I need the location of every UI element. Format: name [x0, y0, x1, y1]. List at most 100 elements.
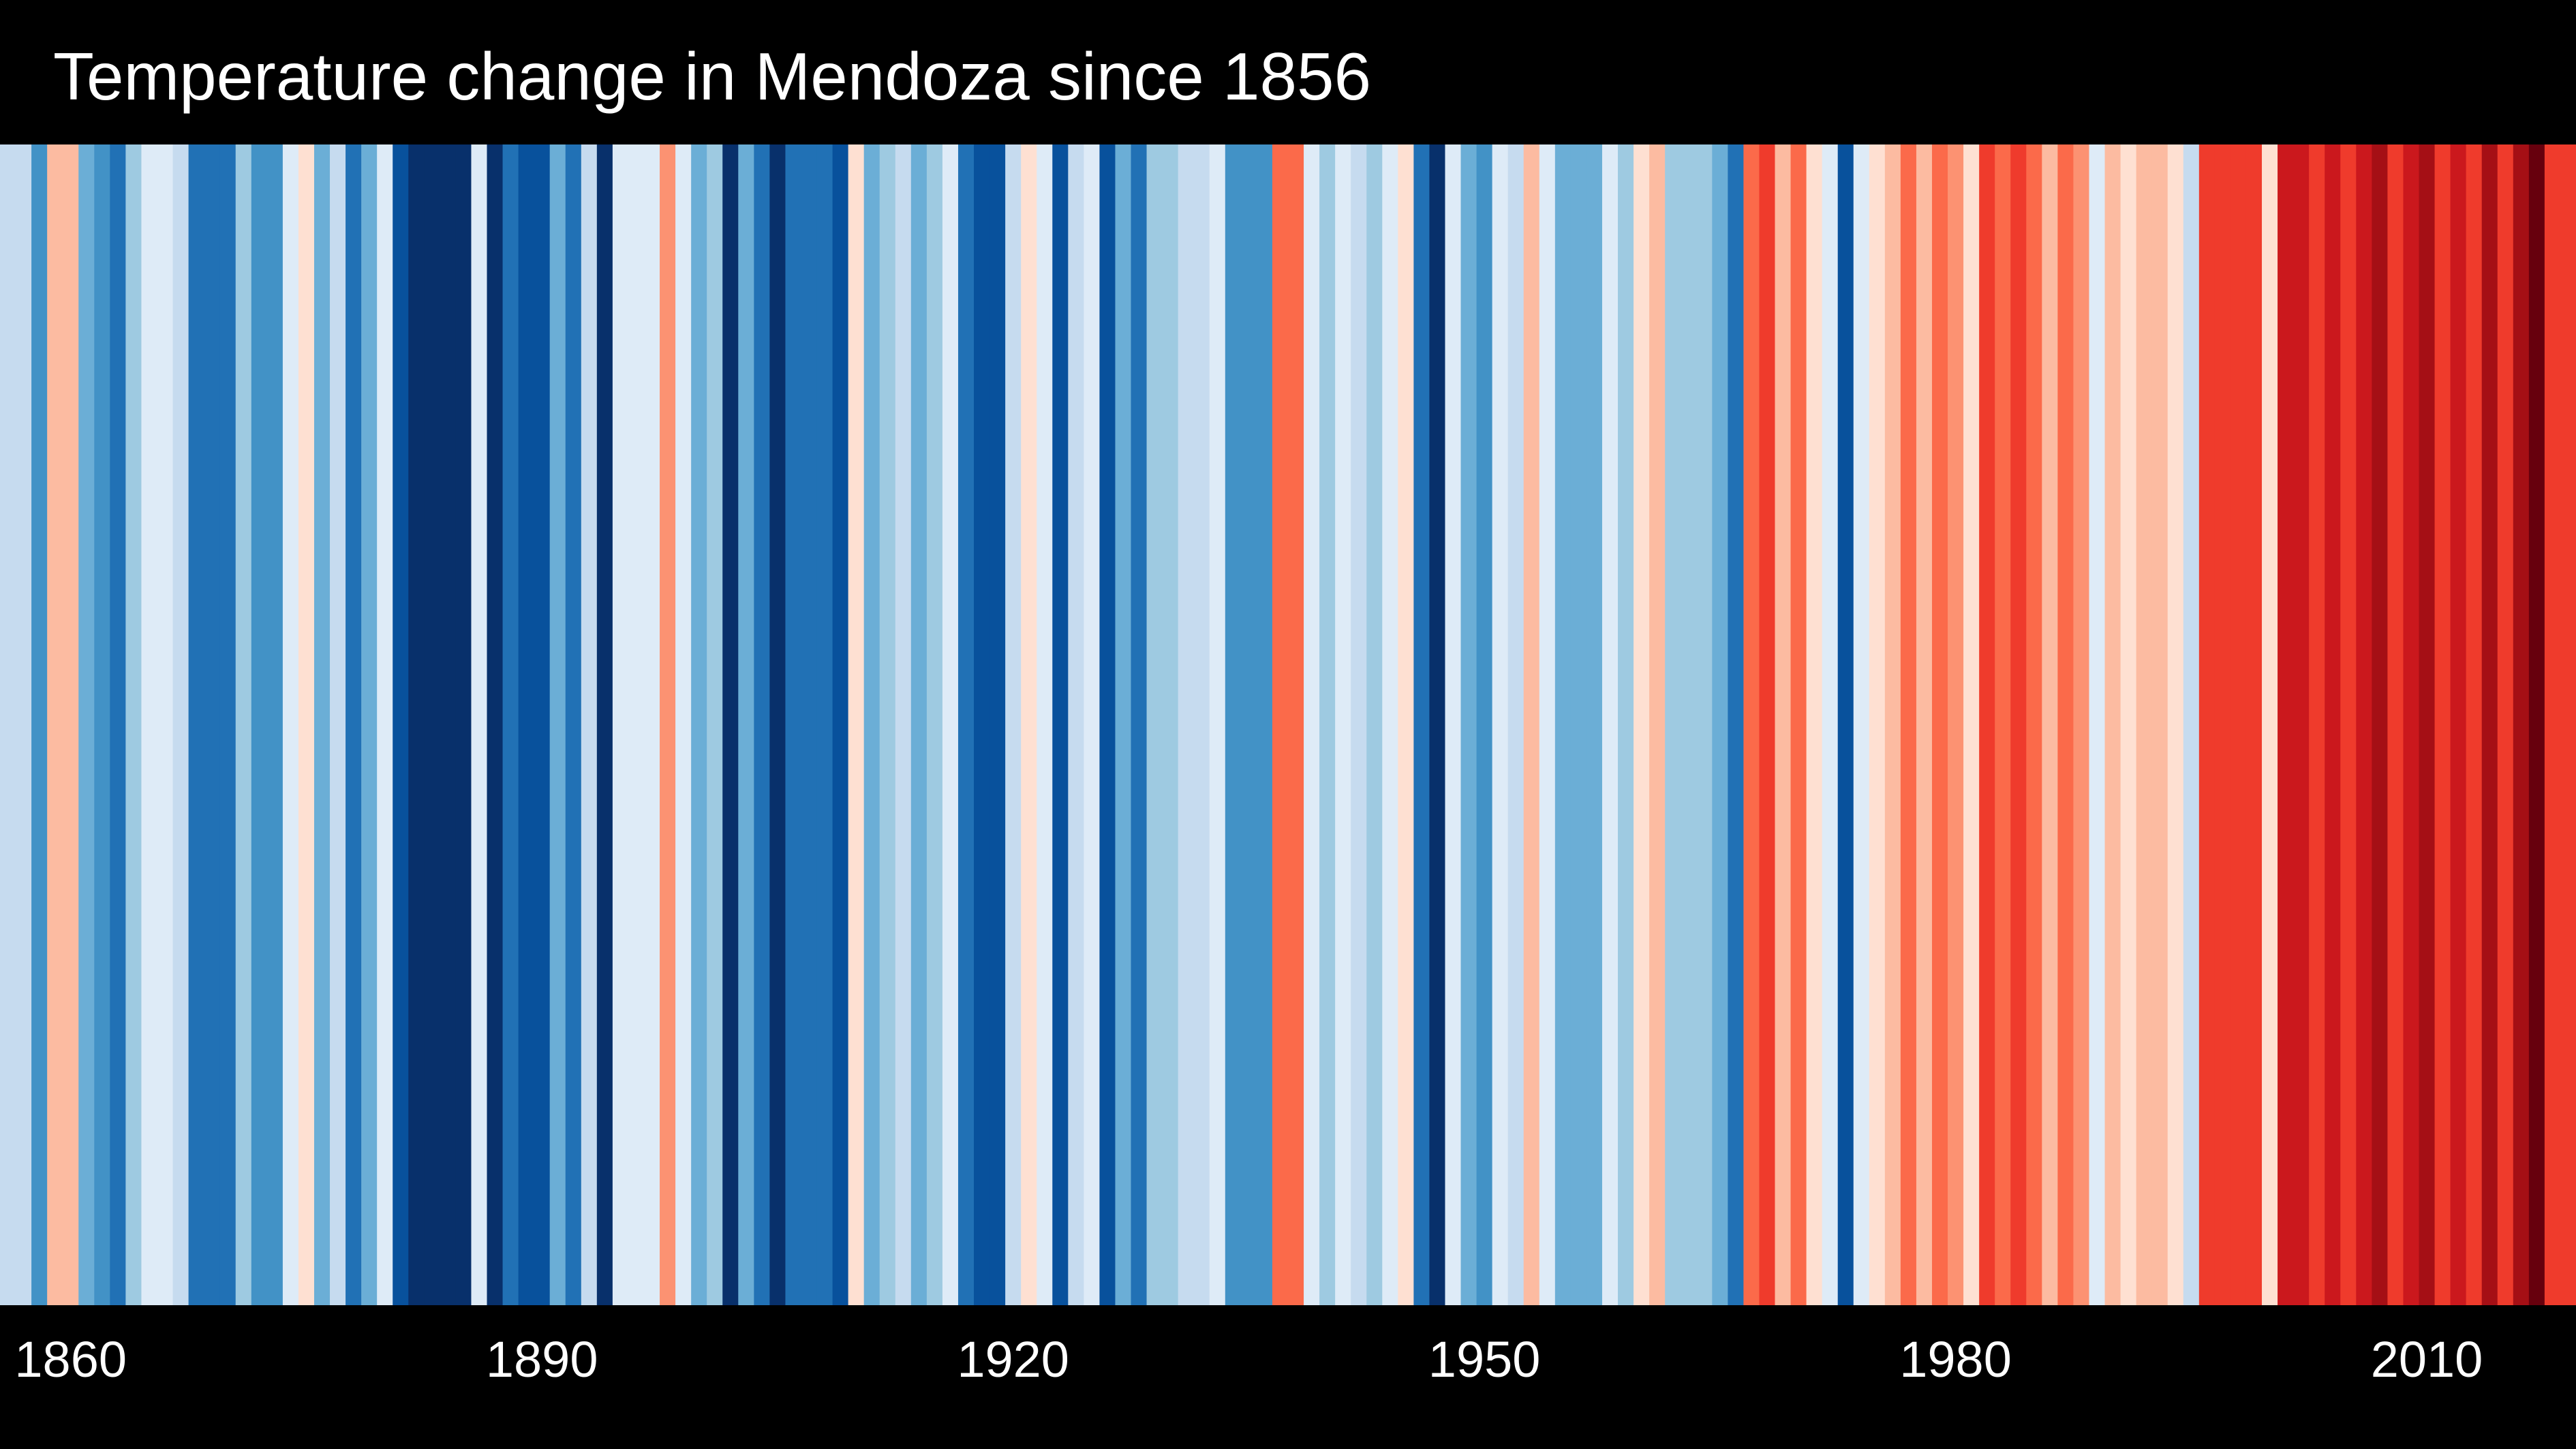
- stripe-1893: [581, 144, 598, 1305]
- stripe-1958: [1601, 144, 1619, 1305]
- stripe-1920: [1005, 144, 1022, 1305]
- stripe-1935: [1240, 144, 1257, 1305]
- stripe-1980: [1948, 144, 1964, 1305]
- stripe-1927: [1115, 144, 1132, 1305]
- stripe-2017: [2528, 144, 2545, 1305]
- chart-title: Temperature change in Mendoza since 1856: [53, 39, 1372, 114]
- stripe-1983: [1995, 144, 2011, 1305]
- stripe-1961: [1649, 144, 1666, 1305]
- stripe-1918: [974, 144, 990, 1305]
- x-tick-label: 1950: [1428, 1331, 1541, 1388]
- stripe-1923: [1052, 144, 1069, 1305]
- stripe-1950: [1476, 144, 1493, 1305]
- stripe-1989: [2089, 144, 2106, 1305]
- stripe-1941: [1335, 144, 1351, 1305]
- stripe-1967: [1743, 144, 1760, 1305]
- x-tick-label: 1890: [485, 1331, 598, 1388]
- stripe-1863: [110, 144, 126, 1305]
- stripe-2010: [2419, 144, 2436, 1305]
- stripe-1885: [455, 144, 472, 1305]
- stripe-1942: [1351, 144, 1367, 1305]
- stripe-1867: [172, 144, 189, 1305]
- stripe-1887: [487, 144, 504, 1305]
- stripe-1916: [942, 144, 959, 1305]
- stripe-1964: [1696, 144, 1713, 1305]
- stripe-1936: [1256, 144, 1273, 1305]
- stripe-2003: [2309, 144, 2325, 1305]
- stripe-1872: [251, 144, 268, 1305]
- stripe-1955: [1554, 144, 1571, 1305]
- x-tick-label: 1980: [1899, 1331, 2012, 1388]
- stripe-1949: [1460, 144, 1477, 1305]
- stripe-1891: [549, 144, 566, 1305]
- stripe-1898: [660, 144, 676, 1305]
- stripe-1985: [2026, 144, 2042, 1305]
- stripe-1962: [1665, 144, 1681, 1305]
- stripe-1968: [1759, 144, 1776, 1305]
- stripe-1970: [1790, 144, 1807, 1305]
- stripe-1937: [1272, 144, 1289, 1305]
- stripe-1946: [1413, 144, 1430, 1305]
- stripe-1951: [1492, 144, 1509, 1305]
- stripe-1977: [1900, 144, 1917, 1305]
- stripe-1911: [863, 144, 880, 1305]
- stripe-1917: [957, 144, 975, 1305]
- stripe-2005: [2340, 144, 2357, 1305]
- stripe-1921: [1021, 144, 1037, 1305]
- stripe-2015: [2497, 144, 2514, 1305]
- stripe-1998: [2230, 144, 2247, 1305]
- stripe-1991: [2120, 144, 2137, 1305]
- stripe-1857: [16, 144, 32, 1305]
- stripe-1873: [266, 144, 283, 1305]
- stripe-1884: [440, 144, 457, 1305]
- stripe-1906: [785, 144, 802, 1305]
- stripe-1925: [1084, 144, 1101, 1305]
- stripe-1929: [1146, 144, 1163, 1305]
- stripe-1909: [832, 144, 849, 1305]
- stripe-1973: [1837, 144, 1854, 1305]
- stripe-1908: [816, 144, 833, 1305]
- stripe-1987: [2057, 144, 2074, 1305]
- stripe-2018: [2544, 144, 2561, 1305]
- stripe-1880: [377, 144, 393, 1305]
- stripe-1956: [1570, 144, 1587, 1305]
- stripe-1905: [769, 144, 786, 1305]
- stripe-1984: [2010, 144, 2027, 1305]
- stripe-1883: [424, 144, 440, 1305]
- stripe-1868: [188, 144, 205, 1305]
- stripe-1945: [1398, 144, 1414, 1305]
- stripe-1939: [1304, 144, 1320, 1305]
- stripe-2012: [2450, 144, 2467, 1305]
- stripe-1919: [990, 144, 1006, 1305]
- stripe-1894: [596, 144, 613, 1305]
- stripe-2006: [2356, 144, 2372, 1305]
- stripe-1869: [204, 144, 221, 1305]
- stripe-1856: [0, 144, 16, 1305]
- stripe-1865: [141, 144, 158, 1305]
- stripe-2014: [2481, 144, 2498, 1305]
- stripe-1944: [1382, 144, 1398, 1305]
- stripe-1966: [1728, 144, 1745, 1305]
- stripe-2011: [2434, 144, 2451, 1305]
- stripe-1993: [2151, 144, 2168, 1305]
- stripe-1889: [518, 144, 535, 1305]
- stripe-1986: [2042, 144, 2058, 1305]
- stripe-1875: [298, 144, 315, 1305]
- stripe-1890: [534, 144, 551, 1305]
- stripe-1978: [1916, 144, 1933, 1305]
- stripe-2016: [2513, 144, 2530, 1305]
- stripe-1907: [801, 144, 818, 1305]
- stripe-1915: [926, 144, 943, 1305]
- stripe-1881: [393, 144, 409, 1305]
- stripe-1952: [1507, 144, 1524, 1305]
- stripe-1877: [330, 144, 346, 1305]
- stripe-1976: [1884, 144, 1901, 1305]
- stripe-1882: [408, 144, 425, 1305]
- stripe-1999: [2245, 144, 2263, 1305]
- stripe-1996: [2198, 144, 2215, 1305]
- stripe-1895: [612, 144, 629, 1305]
- x-tick-label: 2010: [2370, 1331, 2483, 1388]
- stripe-1963: [1681, 144, 1697, 1305]
- stripe-1953: [1523, 144, 1540, 1305]
- stripe-1886: [471, 144, 488, 1305]
